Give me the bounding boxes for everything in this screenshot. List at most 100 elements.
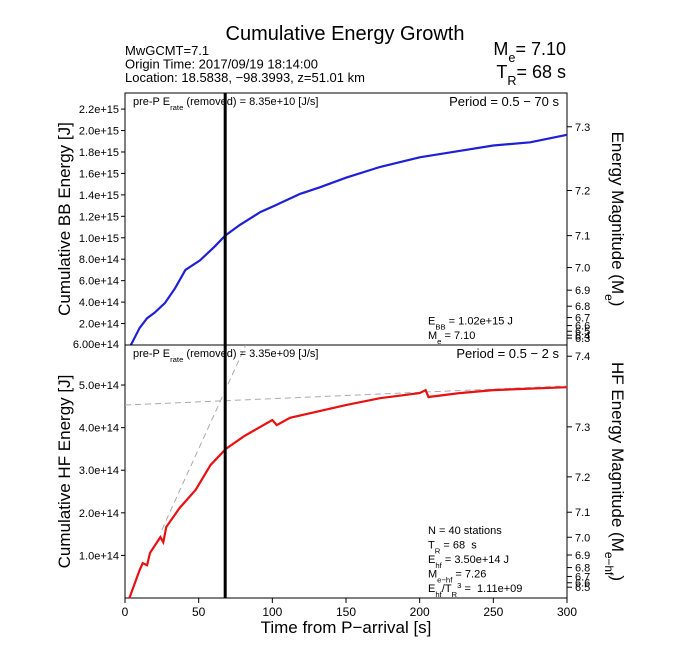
subscript: hf (435, 590, 442, 599)
subscript: rate (170, 355, 183, 364)
text-part: T (428, 540, 435, 552)
text-part: = (461, 583, 477, 595)
reference-line (161, 344, 247, 531)
value-text: 3.35e+09 (249, 348, 295, 360)
value-text: 1.02e+15 (458, 316, 504, 328)
subscript: hf (435, 561, 442, 570)
text-part: HF Energy Magnitude (M (608, 362, 627, 552)
text-part: /T (442, 583, 452, 595)
x-tick-label: 100 (262, 605, 282, 619)
y-tick-label: 3.0e+14 (79, 465, 119, 477)
y-tick-label: 1.4e+15 (79, 190, 119, 202)
subscript: BB (435, 322, 445, 331)
y2-tick-label: 7.1 (575, 231, 590, 243)
text-part: = (442, 554, 455, 566)
text-part: E (428, 316, 435, 328)
x-tick-label: 50 (192, 605, 206, 619)
y2-tick-label: 7.1 (575, 507, 590, 519)
text-part: pre-P E (133, 96, 170, 108)
header-value: TR= 68 s (496, 62, 566, 88)
value-text: 3.50e+14 (454, 554, 500, 566)
subscript: e (602, 294, 616, 301)
y-tick-label: 2.2e+15 (79, 104, 119, 116)
text-part: = (446, 316, 459, 328)
y2-tick-label: 7.0 (575, 263, 590, 275)
subscript: R (435, 546, 441, 555)
chart-title: Cumulative Energy Growth (226, 23, 465, 45)
y-tick-label: 2.0e+14 (79, 508, 119, 520)
data-line (129, 133, 568, 346)
text-part: stations (461, 525, 502, 537)
text-part: J (501, 554, 510, 566)
y-tick-label: 1.2e+15 (79, 211, 119, 223)
y2-tick-label: 6.9 (575, 285, 590, 297)
value-text: 68 (453, 540, 465, 552)
info-line: Location: 18.5838, −98.3993, z=51.01 km (125, 70, 365, 85)
y2-tick-label: 7.4 (575, 351, 590, 363)
y2-axis-label: HF Energy Magnitude (Me−hf) (602, 362, 627, 581)
annotation-line: Me = 7.10 (428, 330, 475, 346)
text-part: ) (608, 575, 627, 581)
value-text: 1.11e+09 (477, 583, 522, 595)
y-tick-label: 4.0e+14 (79, 297, 119, 309)
x-tick-label: 200 (410, 605, 430, 619)
text-part: = (516, 62, 532, 82)
text-part: = (452, 569, 465, 581)
value-text: 68 (532, 62, 552, 82)
y2-tick-label: 6.7 (575, 313, 590, 325)
subscript: R (452, 590, 458, 599)
text-part: M (493, 39, 508, 59)
x-axis-label: Time from P−arrival [s] (261, 618, 432, 637)
y2-axis-label: Energy Magnitude (Me) (602, 132, 627, 307)
text-part: pre-P E (133, 348, 170, 360)
value-text: 7.26 (465, 569, 486, 581)
text-part: J (504, 316, 513, 328)
y-axis-label: Cumulative BB Energy [J] (55, 122, 74, 316)
text-part: = (515, 39, 531, 59)
text-part: [J/s] (295, 348, 318, 360)
text-part: T (496, 62, 507, 82)
y-tick-label: 1.8e+15 (79, 147, 119, 159)
text-part: [J/s] (295, 96, 318, 108)
y-tick-label: 5.0e+14 (79, 380, 119, 392)
pre-p-rate: pre-P Erate (removed) = 8.35e+10 [J/s] (133, 96, 318, 112)
annotation-line: Ehf/TR3 = 1.11e+09 (428, 581, 522, 599)
y2-tick-label: 6.7 (575, 571, 590, 583)
info-line: MwGCMT=7.1 (125, 43, 209, 58)
text-part: ) (608, 301, 627, 307)
y-tick-label: 1.6e+15 (79, 168, 119, 180)
text-part: s (465, 540, 477, 552)
text-part: s (552, 62, 566, 82)
y-tick-label: 2.0e+15 (79, 126, 119, 138)
y-tick-label: 1.0e+15 (79, 233, 119, 245)
x-tick-label: 0 (122, 605, 129, 619)
text-part: M (428, 569, 437, 581)
annotation-line: N = 40 stations (428, 525, 502, 537)
text-part: E (428, 583, 435, 595)
annotation-line: Me−hf = 7.26 (428, 569, 486, 585)
text-part: (removed) = (183, 348, 249, 360)
text-part: Energy Magnitude (M (608, 132, 627, 295)
text-part: N = (428, 525, 448, 537)
y2-tick-label: 7.0 (575, 532, 590, 544)
y-tick-label: 2.0e+14 (79, 319, 119, 331)
y2-tick-label: 6.6 (575, 578, 590, 590)
y2-tick-label: 6.6 (575, 321, 590, 333)
value-text: 7.10 (454, 330, 475, 342)
y2-tick-label: 7.2 (575, 472, 590, 484)
y-tick-label: 4.0e+14 (79, 423, 119, 435)
superscript: 3 (457, 581, 461, 590)
header-value: Me= 7.10 (493, 39, 566, 65)
annotation-line: TR = 68 s (428, 540, 477, 556)
subscript: e (437, 337, 441, 346)
y2-tick-label: 6.5 (575, 326, 590, 338)
y2-tick-label: 7.3 (575, 122, 590, 134)
y-tick-label: 6.00e+14 (73, 339, 119, 351)
y2-tick-label: 6.8 (575, 563, 590, 575)
text-part: (removed) = (183, 96, 249, 108)
y2-tick-label: 6.8 (575, 301, 590, 313)
subscript: e (508, 51, 515, 65)
text-part: = (441, 330, 454, 342)
reference-line (124, 385, 568, 406)
